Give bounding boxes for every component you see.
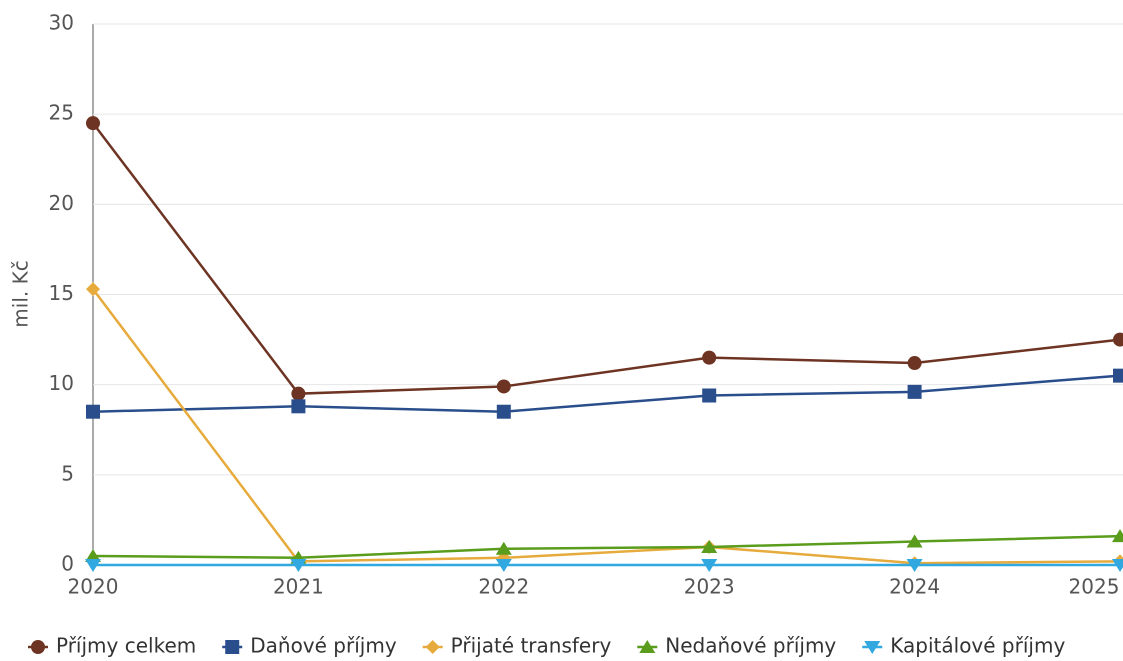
marker xyxy=(85,548,101,562)
x-tick-label: 2023 xyxy=(684,575,735,599)
marker xyxy=(907,356,922,371)
legend-item: Nedaňové příjmy xyxy=(637,634,836,658)
y-tick-label: 5 xyxy=(61,461,74,485)
y-axis-label: mil. Kč xyxy=(9,260,33,327)
marker xyxy=(225,640,240,654)
marker xyxy=(425,640,440,654)
legend-label: Kapitálové příjmy xyxy=(890,634,1065,658)
legend-label: Nedaňové příjmy xyxy=(665,634,836,658)
marker xyxy=(495,541,512,555)
x-tick-label: 2022 xyxy=(478,575,529,599)
marker xyxy=(496,379,511,394)
marker xyxy=(1112,529,1123,543)
x-tick-label: 2020 xyxy=(68,575,119,599)
y-tick-label: 30 xyxy=(49,11,74,35)
marker xyxy=(496,404,511,419)
x-tick-label: 2024 xyxy=(889,575,940,599)
marker xyxy=(639,640,656,653)
legend-item: Kapitálové příjmy xyxy=(862,634,1065,658)
marker xyxy=(906,534,923,548)
series-line xyxy=(92,288,1121,565)
marker xyxy=(906,559,923,572)
marker xyxy=(31,640,45,654)
marker xyxy=(291,386,306,401)
y-tick-label: 25 xyxy=(49,101,74,125)
legend-label: Příjmy celkem xyxy=(56,634,196,658)
marker xyxy=(907,384,922,399)
series-line xyxy=(92,374,1121,413)
marker xyxy=(864,641,881,654)
legend-label: Daňové příjmy xyxy=(250,634,397,658)
legend-item: Příjmy celkem xyxy=(28,634,196,658)
series-line xyxy=(92,534,1121,560)
marker xyxy=(702,388,717,403)
legend-item: Přijaté transfery xyxy=(422,634,612,658)
y-tick-label: 10 xyxy=(49,371,74,395)
marker xyxy=(1113,368,1123,383)
x-tick-label: 2025 xyxy=(1069,575,1120,599)
legend-item: Daňové příjmy xyxy=(222,634,397,658)
marker xyxy=(291,399,306,414)
y-tick-label: 20 xyxy=(49,191,74,215)
marker xyxy=(290,559,307,572)
marker xyxy=(85,559,101,572)
legend-label: Přijaté transfery xyxy=(451,634,612,658)
marker xyxy=(701,539,718,553)
series-line xyxy=(92,122,1121,395)
marker xyxy=(1112,559,1123,572)
marker xyxy=(86,282,100,297)
marker xyxy=(495,559,512,572)
x-tick-label: 2021 xyxy=(273,575,324,599)
y-tick-label: 0 xyxy=(61,552,74,576)
marker xyxy=(701,559,718,572)
marker xyxy=(86,116,100,131)
marker xyxy=(1113,332,1123,347)
marker xyxy=(702,350,717,365)
marker xyxy=(86,404,100,419)
y-tick-label: 15 xyxy=(49,281,74,305)
